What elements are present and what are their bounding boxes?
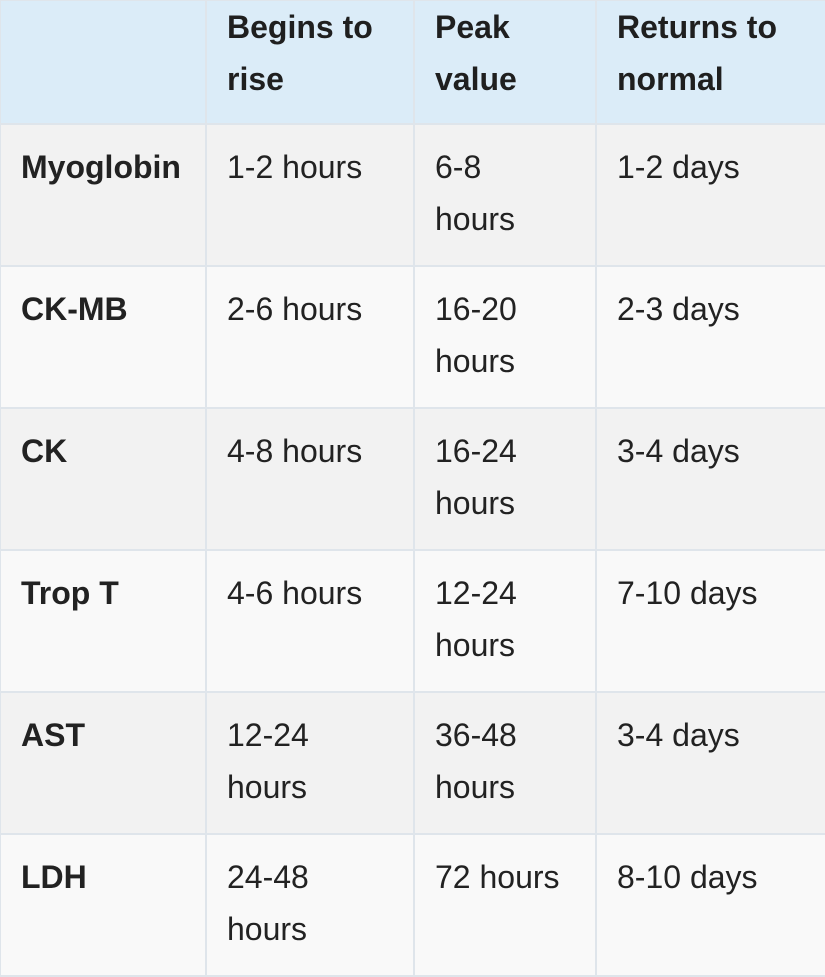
row-label: AST bbox=[0, 691, 207, 835]
row-label: Trop T bbox=[0, 549, 207, 693]
table-cell: 4-8 hours bbox=[205, 407, 415, 551]
table-cell: 1-2 hours bbox=[205, 123, 415, 267]
header-cell: Returns to normal bbox=[595, 0, 825, 125]
table-cell: 1-2 days bbox=[595, 123, 825, 267]
table-cell: 12-24 hours bbox=[413, 549, 597, 693]
table-cell: 4-6 hours bbox=[205, 549, 415, 693]
table-cell: 16-20 hours bbox=[413, 265, 597, 409]
header-row: Begins to rise Peak value Returns to norma… bbox=[0, 0, 825, 125]
table-cell: 3-4 days bbox=[595, 407, 825, 551]
table-cell: 2-6 hours bbox=[205, 265, 415, 409]
header-cell: Peak value bbox=[413, 0, 597, 125]
table-cell: 7-10 days bbox=[595, 549, 825, 693]
row-label: CK bbox=[0, 407, 207, 551]
table-cell: 72 hours bbox=[413, 833, 597, 977]
table-row: CK 4-8 hours 16-24 hours 3-4 days bbox=[0, 407, 825, 551]
table-cell: 16-24 hours bbox=[413, 407, 597, 551]
table-cell: 36-48 hours bbox=[413, 691, 597, 835]
row-label: LDH bbox=[0, 833, 207, 977]
table-row: Myoglobin 1-2 hours 6-8 hours 1-2 days bbox=[0, 123, 825, 267]
table-row: LDH 24-48 hours 72 hours 8-10 days bbox=[0, 833, 825, 977]
table-row: Trop T 4-6 hours 12-24 hours 7-10 days bbox=[0, 549, 825, 693]
table-cell: 8-10 days bbox=[595, 833, 825, 977]
table-row: CK-MB 2-6 hours 16-20 hours 2-3 days bbox=[0, 265, 825, 409]
table-header: Begins to rise Peak value Returns to norma… bbox=[0, 0, 825, 125]
table-body: Myoglobin 1-2 hours 6-8 hours 1-2 days CK-MB… bbox=[0, 123, 825, 977]
row-label: CK-MB bbox=[0, 265, 207, 409]
header-cell: Begins to rise bbox=[205, 0, 415, 125]
header-cell-empty bbox=[0, 0, 207, 125]
row-label: Myoglobin bbox=[0, 123, 207, 267]
table-cell: 6-8 hours bbox=[413, 123, 597, 267]
table-cell: 24-48 hours bbox=[205, 833, 415, 977]
table-row: AST 12-24 hours 36-48 hours 3-4 days bbox=[0, 691, 825, 835]
table-cell: 2-3 days bbox=[595, 265, 825, 409]
table-cell: 3-4 days bbox=[595, 691, 825, 835]
table-cell: 12-24 hours bbox=[205, 691, 415, 835]
